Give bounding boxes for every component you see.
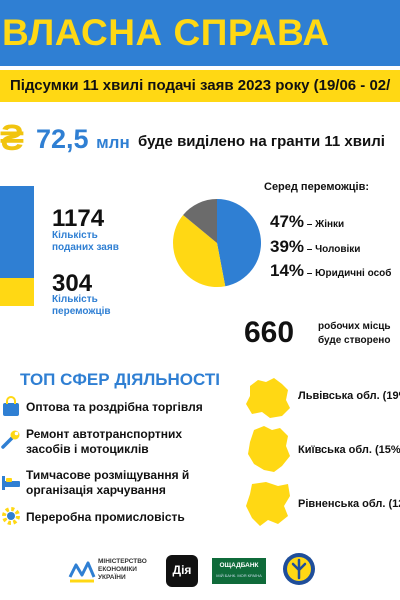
jobs-count: 660 [244, 316, 295, 349]
rivne-region-shape [246, 482, 290, 526]
grant-amount: 72,5 млн [36, 124, 130, 154]
diia-logo: Дія [166, 555, 198, 587]
oschadbank-logo: ОЩАДБАНК МІЙ БАНК. МОЯ КРАЇНА [212, 558, 266, 584]
jobs-label: робочих місць буде створено [318, 321, 391, 346]
subtitle-text: Підсумки 11 хвилі подачі заяв 2023 року … [10, 77, 391, 94]
top-spheres-title: ТОП СФЕР ДІЯЛЬНОСТІ [20, 370, 220, 389]
subtitle-bar: Підсумки 11 хвилі подачі заяв 2023 року … [0, 70, 400, 102]
flag-blue-part [0, 186, 34, 278]
lviv-region-shape [246, 378, 290, 418]
region-rivne: Рівненська обл. (12 [298, 498, 400, 510]
ministry-economy-name: МІНІСТЕРСТВО ЕКОНОМІКИ УКРАЇНИ [98, 558, 147, 581]
grant-description: буде виділено на гранти 11 хвилі [138, 133, 385, 150]
winners-women-row: 47% – Жінки [270, 212, 345, 231]
sphere-item-trade: Оптова та роздрібна торгівля [26, 400, 203, 414]
applications-label: Кількість поданих заяв [52, 230, 119, 253]
winners-men-row: 39% – Чоловіки [270, 237, 361, 256]
grant-summary: ₴ 72,5 млн буде виділено на гранти 11 хв… [0, 118, 400, 158]
winners-label: Кількість переможців [52, 294, 111, 317]
pie-slice-women [217, 199, 262, 287]
pie-slice-men [173, 214, 226, 287]
region-kyiv: Київська обл. (15% [298, 444, 400, 456]
sphere-item-repair: Ремонт автотранспортних засобів і мотоци… [26, 427, 183, 456]
flag-yellow-part [0, 278, 34, 306]
winners-pie-chart [173, 199, 262, 287]
applications-count: 1174 [52, 205, 105, 232]
kyiv-region-shape [248, 426, 290, 472]
employment-center-emblem [283, 553, 315, 585]
region-lviv: Львівська обл. (19% [298, 390, 400, 402]
sphere-item-accommodation: Тимчасове розміщування й організація хар… [26, 468, 190, 497]
winners-legal-row: 14% – Юридичні особ [270, 261, 392, 280]
hryvnia-icon: ₴ [0, 117, 25, 158]
bed-icon [2, 476, 20, 490]
wrench-icon [1, 430, 20, 449]
winners-heading: Серед переможців: [264, 181, 369, 193]
ministry-economy-logo [68, 561, 96, 583]
winners-count: 304 [52, 270, 93, 297]
pie-slice-legal [183, 199, 217, 243]
shopping-bag-icon [3, 396, 19, 416]
page-title: ВЛАСНА СПРАВА [2, 12, 330, 53]
flag-stripe [0, 186, 34, 306]
sphere-item-manufacturing: Переробна промисловість [26, 510, 185, 524]
gear-icon [2, 507, 20, 525]
header-banner: ВЛАСНА СПРАВА [0, 0, 400, 66]
